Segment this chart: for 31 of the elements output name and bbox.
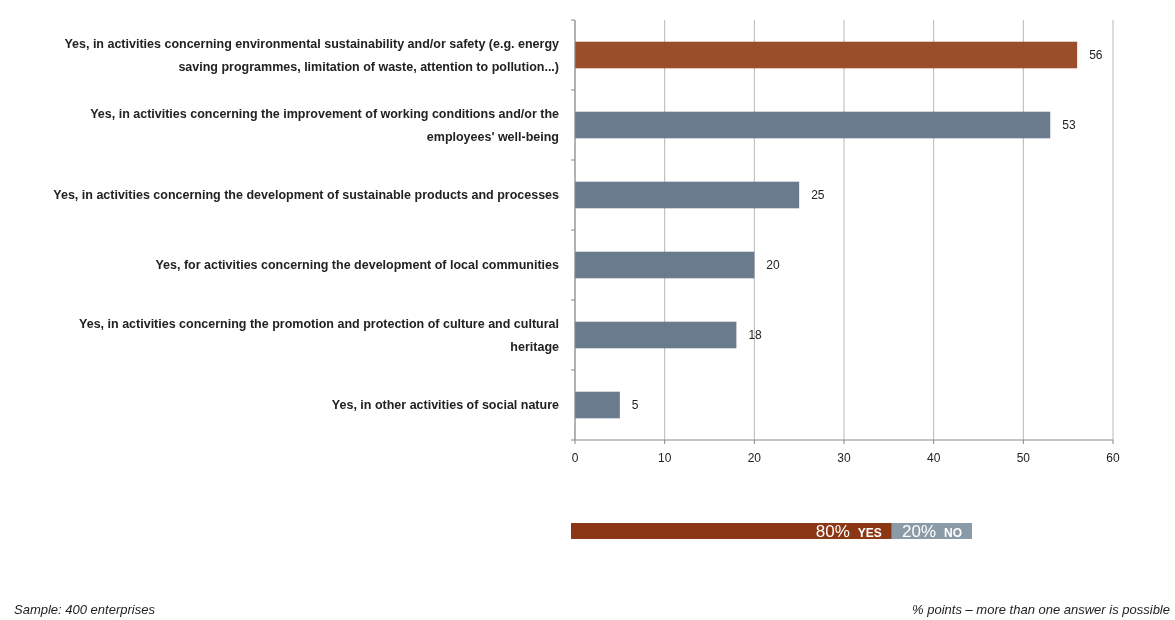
data-label: 80%: [815, 521, 850, 541]
y-tick-label: Yes, in other activities of social nature: [331, 398, 560, 413]
data-label: 5: [631, 398, 639, 413]
data-label: 25: [811, 188, 825, 203]
y-tick-label: Yes, for activities concerning the development of local communities: [155, 258, 560, 273]
data-label: 53: [1062, 118, 1076, 133]
series-label: YES: [857, 525, 882, 540]
bar: [575, 321, 737, 349]
bar: [575, 181, 800, 209]
x-tick-label: 60: [1106, 451, 1120, 465]
y-tick-label: Yes, in activities concerning the development of sustainable products and processes: [53, 188, 560, 203]
series-label: NO: [944, 525, 962, 540]
x-tick-label: 50: [1016, 451, 1031, 465]
text: % points – more than one answer is possible: [912, 602, 1170, 617]
x-tick-label: 40: [926, 451, 941, 465]
x-tick-label: 10: [657, 451, 672, 465]
data-label: 18: [748, 328, 763, 343]
x-tick-label: 0: [571, 451, 579, 465]
y-tick-label: Yes, in activities concerning environmental sustainability and/or safety (e.g. energy saving programmes, limitation of waste, attention to pollution...): [64, 36, 560, 74]
bar: [575, 391, 620, 419]
data-label: 56: [1089, 48, 1103, 63]
data-label: 20%: [901, 521, 936, 541]
bar: [575, 251, 755, 279]
data-label: 20: [766, 258, 781, 273]
x-tick-label: 30: [837, 451, 851, 465]
y-tick-label: Yes, in activities concerning the improvement of working conditions and/or the employees' well-being: [90, 106, 560, 144]
bar: [575, 41, 1078, 69]
y-tick-label: Yes, in activities concerning the promotion and protection of culture and cultural heritage: [79, 316, 560, 354]
bar: [575, 111, 1051, 139]
x-tick-label: 20: [747, 451, 762, 465]
text: Sample: 400 enterprises: [14, 602, 156, 617]
